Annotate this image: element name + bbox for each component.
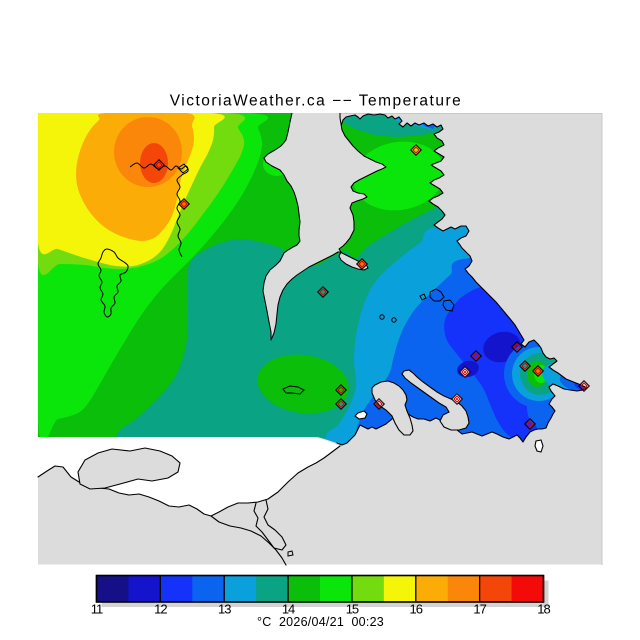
- svg-text:15: 15: [346, 602, 359, 617]
- svg-text:11: 11: [91, 602, 103, 617]
- svg-text:12: 12: [154, 602, 167, 617]
- svg-text:13: 13: [218, 602, 231, 617]
- svg-text:14: 14: [282, 602, 295, 617]
- svg-text:17: 17: [473, 602, 486, 617]
- svg-text:°C 2026/04/21 00:23: °C 2026/04/21 00:23: [257, 615, 384, 629]
- svg-text:18: 18: [537, 602, 550, 617]
- svg-text:VictoriaWeather.ca −− Temperat: VictoriaWeather.ca −− Temperature: [170, 93, 462, 110]
- svg-text:16: 16: [410, 602, 423, 617]
